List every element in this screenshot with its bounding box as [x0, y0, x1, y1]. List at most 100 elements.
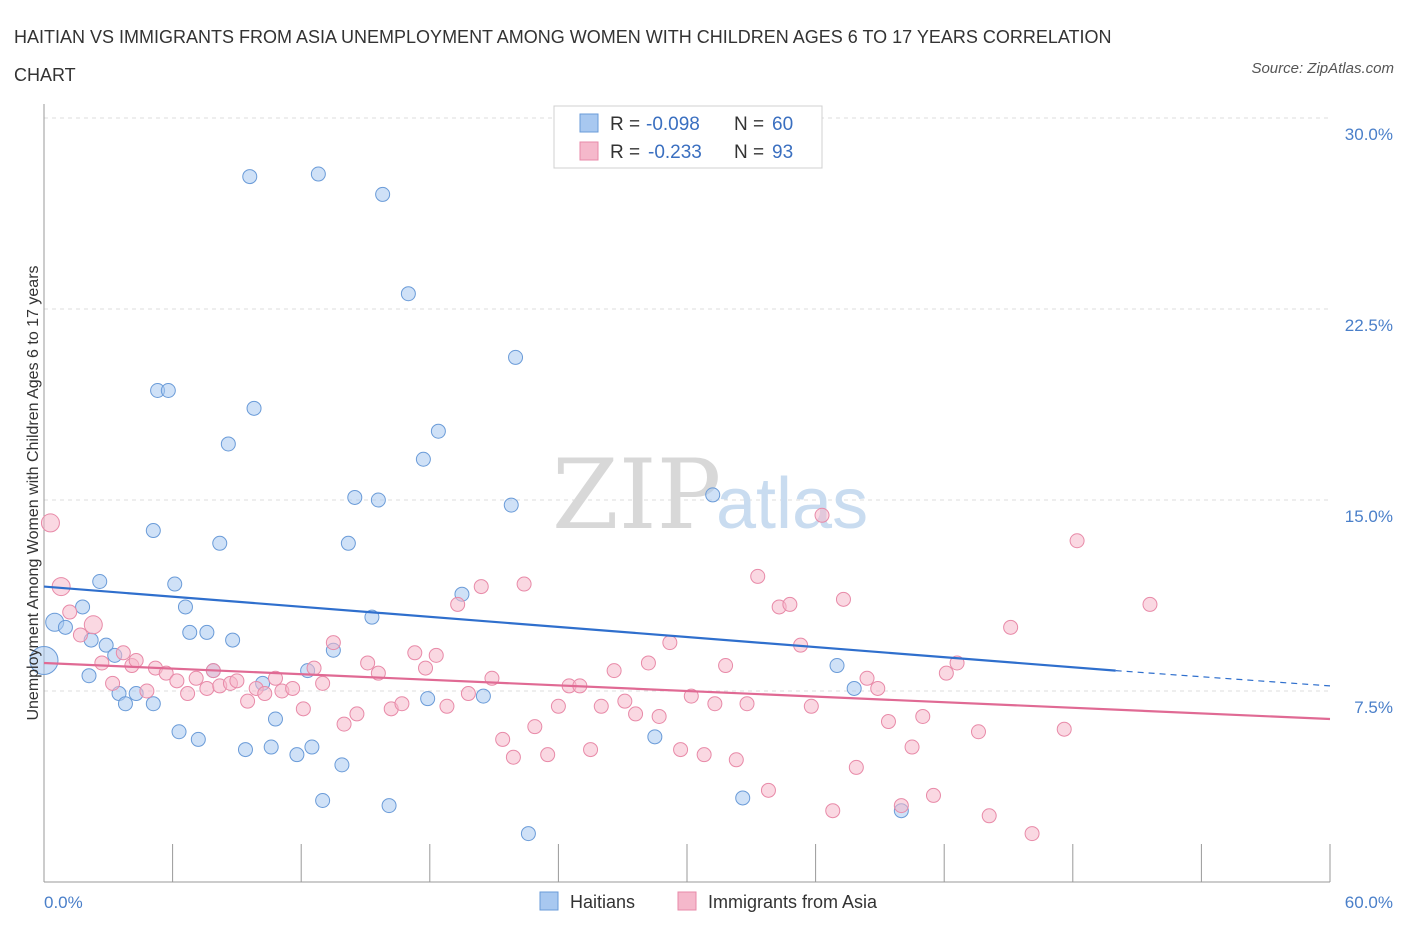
legend-r-value-1: -0.098: [646, 114, 700, 135]
x-tick-label-1: 60.0%: [1345, 893, 1393, 912]
point-series1-9: [128, 652, 144, 668]
point-series1-24: [267, 670, 283, 686]
legend-swatch-haitians: [579, 113, 599, 133]
point-series0-32: [289, 747, 305, 763]
y-tick-label-1: 22.5%: [1345, 316, 1393, 335]
point-series1-49: [540, 747, 556, 763]
point-series0-21: [199, 624, 215, 640]
point-series0-2: [57, 619, 73, 635]
point-series0-16: [167, 576, 183, 592]
point-series0-56: [829, 658, 845, 674]
source-label: Source: ZipAtlas.com: [1251, 60, 1394, 77]
point-series1-57: [628, 706, 644, 722]
legend-n-label-1: N =: [734, 114, 764, 135]
legend-n-label-2: N =: [734, 142, 764, 163]
point-series1-88: [981, 808, 997, 824]
point-series1-31: [336, 716, 352, 732]
point-series0-4: [81, 668, 97, 684]
point-series0-17: [171, 724, 187, 740]
point-series1-20: [229, 673, 245, 689]
point-series0-7: [98, 637, 114, 653]
legend-box: R = -0.098 N = 60 R = -0.233 N = 93: [553, 105, 823, 169]
point-series0-57: [846, 680, 862, 696]
trend-extension-series0: [1115, 670, 1331, 687]
point-series1-48: [527, 719, 543, 735]
point-series0-15: [145, 523, 161, 539]
point-series1-46: [505, 749, 521, 765]
point-series1-67: [739, 696, 755, 712]
point-series0-38: [334, 757, 350, 773]
point-series0-27: [242, 169, 258, 185]
trend-lines: [43, 585, 1331, 721]
legend-n-value-1: 60: [772, 114, 793, 135]
point-series1-14: [180, 686, 196, 702]
point-series1-38: [418, 660, 434, 676]
axes: 30.0% 22.5% 15.0% 7.5% 0.0% 60.0%: [43, 104, 1393, 912]
point-series1-59: [651, 708, 667, 724]
point-series0-43: [375, 186, 391, 202]
trend-line-series1: [43, 661, 1331, 721]
point-series1-28: [306, 660, 322, 676]
point-series1-92: [1069, 533, 1085, 549]
data-points: [29, 166, 1158, 842]
point-series1-75: [825, 803, 841, 819]
point-series1-82: [904, 739, 920, 755]
legend-r-label-1: R =: [610, 114, 640, 135]
bottom-legend-label-haitians: Haitians: [570, 892, 635, 912]
point-series1-64: [707, 696, 723, 712]
point-series1-55: [606, 663, 622, 679]
point-series0-39: [340, 535, 356, 551]
point-series1-89: [1003, 619, 1019, 635]
point-series0-54: [647, 729, 663, 745]
watermark-atlas: atlas: [716, 464, 868, 544]
point-series0-14: [160, 382, 176, 398]
point-series1-39: [428, 647, 444, 663]
point-series1-87: [970, 724, 986, 740]
point-series1-69: [760, 782, 776, 798]
legend-swatch-asia: [579, 141, 599, 161]
point-series1-32: [349, 706, 365, 722]
point-series1-84: [925, 787, 941, 803]
point-series1-23: [257, 686, 273, 702]
point-series1-41: [450, 596, 466, 612]
point-series0-48: [430, 423, 446, 439]
bottom-legend-swatch-asia: [677, 891, 697, 911]
point-series0-52: [508, 349, 524, 365]
point-series1-85: [938, 665, 954, 681]
point-series1-15: [188, 670, 204, 686]
point-series1-61: [673, 742, 689, 758]
point-series1-40: [439, 698, 455, 714]
point-series0-47: [420, 691, 436, 707]
point-series0-40: [347, 489, 363, 505]
point-series1-43: [473, 579, 489, 595]
point-series0-23: [212, 535, 228, 551]
point-series1-66: [728, 752, 744, 768]
point-series0-34: [304, 739, 320, 755]
point-series1-91: [1056, 721, 1072, 737]
point-series1-60: [662, 635, 678, 651]
point-series0-20: [190, 731, 206, 747]
point-series1-30: [325, 635, 341, 651]
point-series1-2: [62, 604, 78, 620]
trend-line-series0: [43, 585, 1116, 672]
point-series1-54: [593, 698, 609, 714]
point-series1-26: [285, 680, 301, 696]
point-series0-10: [117, 696, 133, 712]
point-series1-5: [94, 655, 110, 671]
point-series0-44: [381, 798, 397, 814]
point-series0-30: [267, 711, 283, 727]
point-series0-28: [246, 400, 262, 416]
y-axis-label: Unemployment Among Women with Children A…: [25, 265, 42, 720]
point-series0-55: [735, 790, 751, 806]
y-tick-label-3: 7.5%: [1354, 698, 1393, 717]
point-series0-50: [475, 688, 491, 704]
point-series1-71: [782, 596, 798, 612]
point-series1-29: [315, 675, 331, 691]
point-series1-13: [169, 673, 185, 689]
point-series1-76: [835, 591, 851, 607]
point-series1-36: [394, 696, 410, 712]
point-series0-6: [92, 573, 108, 589]
point-series1-83: [915, 708, 931, 724]
point-series1-93: [1142, 596, 1158, 612]
point-series0-53: [520, 826, 536, 842]
